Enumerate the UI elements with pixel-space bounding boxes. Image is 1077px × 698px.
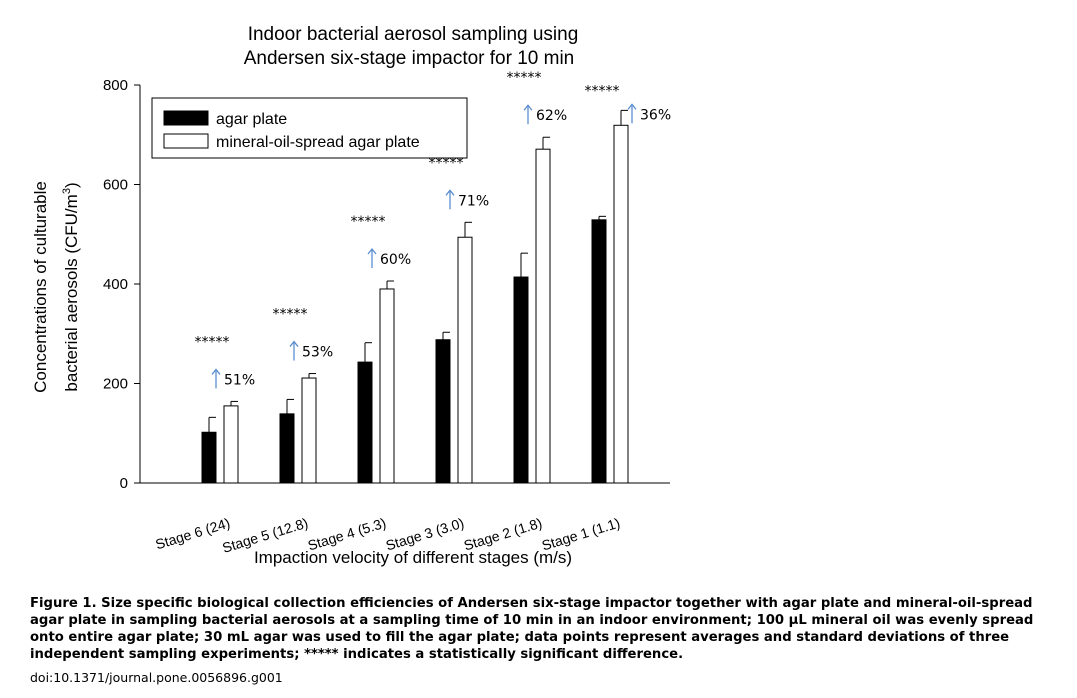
y-tick-label: 800 (103, 77, 128, 94)
y-axis-label: Concentrations of culturable bacterial a… (31, 181, 81, 393)
increase-arrow-head (627, 103, 637, 110)
y-axis-ticks: 0 200 400 600 800 (103, 77, 140, 492)
y-axis-label-line-2: bacterial aerosols (CFU/m3) (61, 182, 81, 391)
increase-arrow-head (211, 368, 221, 375)
increase-label: 71% (458, 193, 489, 209)
increase-label: 60% (380, 252, 411, 268)
increase-label: 53% (302, 345, 333, 361)
chart-title: Indoor bacterial aerosol sampling using … (244, 24, 579, 69)
y-axis-label-main: bacterial aerosols (CFU/m (62, 194, 81, 391)
increase-arrow-head (367, 247, 377, 255)
bar (223, 405, 239, 484)
legend-swatch-agar-plate (163, 110, 209, 126)
y-axis-label-superscript: 3 (61, 188, 73, 194)
significance-stars: ***** (273, 307, 308, 323)
bar (513, 276, 529, 484)
increase-arrow-head (523, 104, 533, 111)
bar (301, 377, 317, 484)
legend-label-agar-plate: agar plate (216, 111, 287, 128)
increase-label: 62% (536, 108, 567, 124)
bar (535, 148, 551, 484)
bar (201, 431, 217, 484)
figure-caption: Figure 1. Size specific biological colle… (30, 596, 1034, 662)
legend-swatch-mineral-oil (163, 133, 209, 149)
increase-arrow-head (289, 340, 299, 347)
x-tick-label: Stage 6 (24) (154, 515, 232, 553)
increase-arrow-head (445, 189, 455, 196)
x-axis-label: Impaction velocity of different stages (… (254, 548, 572, 567)
significance-stars: ***** (195, 334, 230, 350)
significance-stars: ***** (351, 214, 386, 230)
doi-text: doi:10.1371/journal.pone.0056896.g001 (30, 670, 283, 685)
significance-stars: ***** (429, 155, 464, 171)
legend: agar plate mineral-oil-spread agar plate (151, 97, 468, 159)
chart-title-line-1: Indoor bacterial aerosol sampling using (248, 24, 579, 45)
significance-stars: ***** (507, 70, 542, 86)
increase-label: 36% (640, 107, 671, 123)
y-tick-label: 0 (120, 475, 128, 492)
bar-chart: Indoor bacterial aerosol sampling using … (31, 24, 671, 567)
y-axis-label-line-1: Concentrations of culturable (31, 181, 50, 393)
bar (591, 219, 607, 484)
y-tick-label: 400 (103, 276, 128, 293)
increase-label: 51% (224, 372, 255, 388)
legend-label-mineral-oil: mineral-oil-spread agar plate (216, 134, 420, 151)
significance-stars: ***** (585, 83, 620, 99)
bar (613, 124, 629, 484)
bars-group (201, 109, 629, 484)
y-tick-label: 200 (103, 376, 128, 393)
y-tick-label: 600 (103, 177, 128, 194)
y-axis-label-close: ) (62, 182, 81, 188)
bar (279, 413, 295, 484)
bar (357, 361, 373, 484)
chart-title-line-2: Andersen six-stage impactor for 10 min (244, 48, 575, 69)
bar (435, 339, 451, 484)
bar (379, 288, 395, 484)
bar (457, 236, 473, 484)
axes (139, 85, 670, 484)
annotations-group: ***** 51% ***** 53% ***** 60% ***** 71% ***** 62%… (195, 70, 671, 389)
